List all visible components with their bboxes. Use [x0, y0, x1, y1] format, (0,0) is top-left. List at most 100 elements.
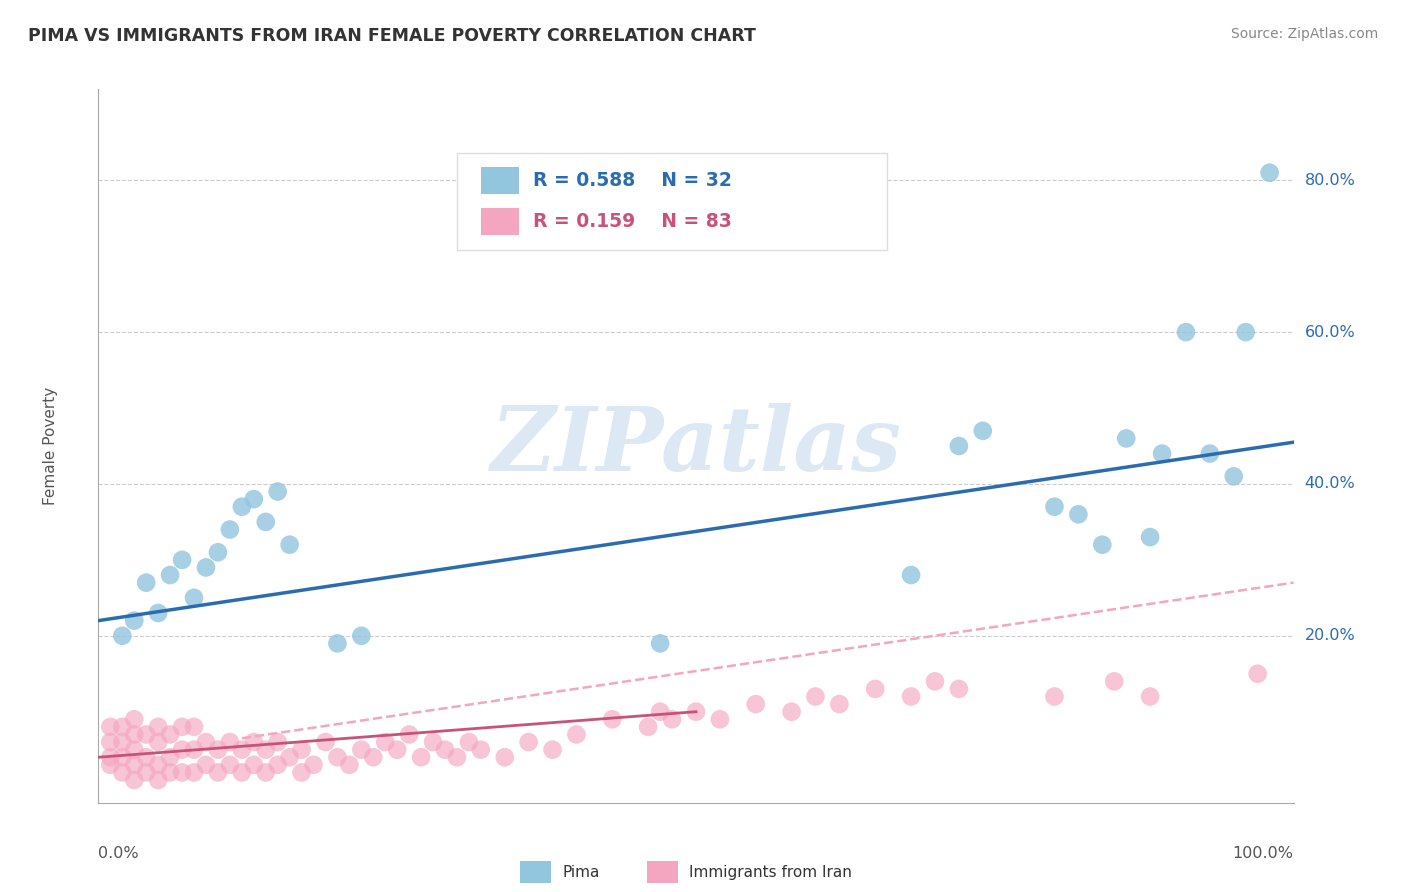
Point: [111, 720, 134, 734]
Point: [98, 735, 122, 749]
Point: [972, 424, 994, 438]
Point: [745, 697, 768, 711]
Point: [363, 750, 385, 764]
Point: [1234, 325, 1257, 339]
Point: [111, 629, 134, 643]
Point: [948, 439, 970, 453]
Point: [195, 735, 218, 749]
Point: [195, 560, 218, 574]
Point: [339, 757, 361, 772]
Point: [124, 742, 146, 756]
Point: [648, 705, 672, 719]
Point: [446, 750, 468, 764]
Point: [159, 568, 181, 582]
Point: [541, 742, 564, 756]
Point: [648, 636, 672, 650]
Point: [254, 515, 277, 529]
Point: [183, 720, 205, 734]
Point: [172, 765, 194, 780]
Point: [1247, 666, 1270, 681]
Point: [135, 750, 157, 764]
Point: [1258, 166, 1281, 180]
Point: [148, 735, 170, 749]
Bar: [481, 167, 519, 194]
Point: [865, 681, 887, 696]
Point: [1199, 447, 1222, 461]
Point: [267, 757, 290, 772]
Point: [326, 636, 349, 650]
Point: [231, 765, 253, 780]
Point: [828, 697, 851, 711]
Point: [1139, 690, 1161, 704]
Text: 40.0%: 40.0%: [1305, 476, 1355, 491]
Point: [1115, 431, 1137, 445]
Point: [434, 742, 457, 756]
Point: [1139, 530, 1161, 544]
Point: [183, 742, 205, 756]
Point: [458, 735, 481, 749]
Point: [195, 757, 218, 772]
Point: [1175, 325, 1198, 339]
Text: 100.0%: 100.0%: [1233, 846, 1294, 861]
Point: [124, 772, 146, 787]
Point: [254, 742, 277, 756]
Point: [148, 772, 170, 787]
Point: [183, 765, 205, 780]
Text: 0.0%: 0.0%: [98, 846, 139, 861]
Point: [804, 690, 827, 704]
Text: Source: ZipAtlas.com: Source: ZipAtlas.com: [1230, 27, 1378, 41]
Point: [685, 705, 707, 719]
Point: [124, 614, 146, 628]
Point: [385, 742, 409, 756]
Point: [219, 523, 242, 537]
Text: Pima: Pima: [562, 865, 600, 880]
Point: [924, 674, 946, 689]
Point: [148, 757, 170, 772]
Point: [172, 742, 194, 756]
Text: ZIPatlas: ZIPatlas: [491, 403, 901, 489]
Point: [207, 742, 229, 756]
Point: [135, 765, 157, 780]
Text: Immigrants from Iran: Immigrants from Iran: [689, 865, 852, 880]
Point: [565, 727, 588, 741]
Point: [278, 538, 301, 552]
Point: [267, 735, 290, 749]
Point: [219, 735, 242, 749]
Point: [267, 484, 290, 499]
Point: [124, 757, 146, 772]
Text: 20.0%: 20.0%: [1305, 628, 1355, 643]
Point: [398, 727, 420, 741]
Text: 80.0%: 80.0%: [1305, 173, 1355, 188]
Point: [111, 750, 134, 764]
Text: PIMA VS IMMIGRANTS FROM IRAN FEMALE POVERTY CORRELATION CHART: PIMA VS IMMIGRANTS FROM IRAN FEMALE POVE…: [28, 27, 756, 45]
Point: [207, 765, 229, 780]
Point: [159, 765, 181, 780]
Point: [1043, 690, 1066, 704]
Point: [172, 720, 194, 734]
Point: [350, 742, 373, 756]
Point: [207, 545, 229, 559]
Text: 60.0%: 60.0%: [1305, 325, 1355, 340]
Point: [291, 742, 314, 756]
Point: [243, 492, 266, 507]
Point: [278, 750, 301, 764]
Point: [326, 750, 349, 764]
Point: [98, 750, 122, 764]
Point: [254, 765, 277, 780]
Point: [219, 757, 242, 772]
Point: [1067, 508, 1090, 522]
Point: [1104, 674, 1126, 689]
Point: [422, 735, 444, 749]
Point: [1223, 469, 1246, 483]
Point: [183, 591, 205, 605]
Point: [98, 720, 122, 734]
Point: [231, 742, 253, 756]
Point: [111, 765, 134, 780]
Point: [124, 712, 146, 726]
Point: [494, 750, 516, 764]
Point: [315, 735, 337, 749]
Point: [135, 727, 157, 741]
Point: [148, 606, 170, 620]
Point: [900, 568, 922, 582]
Point: [374, 735, 396, 749]
